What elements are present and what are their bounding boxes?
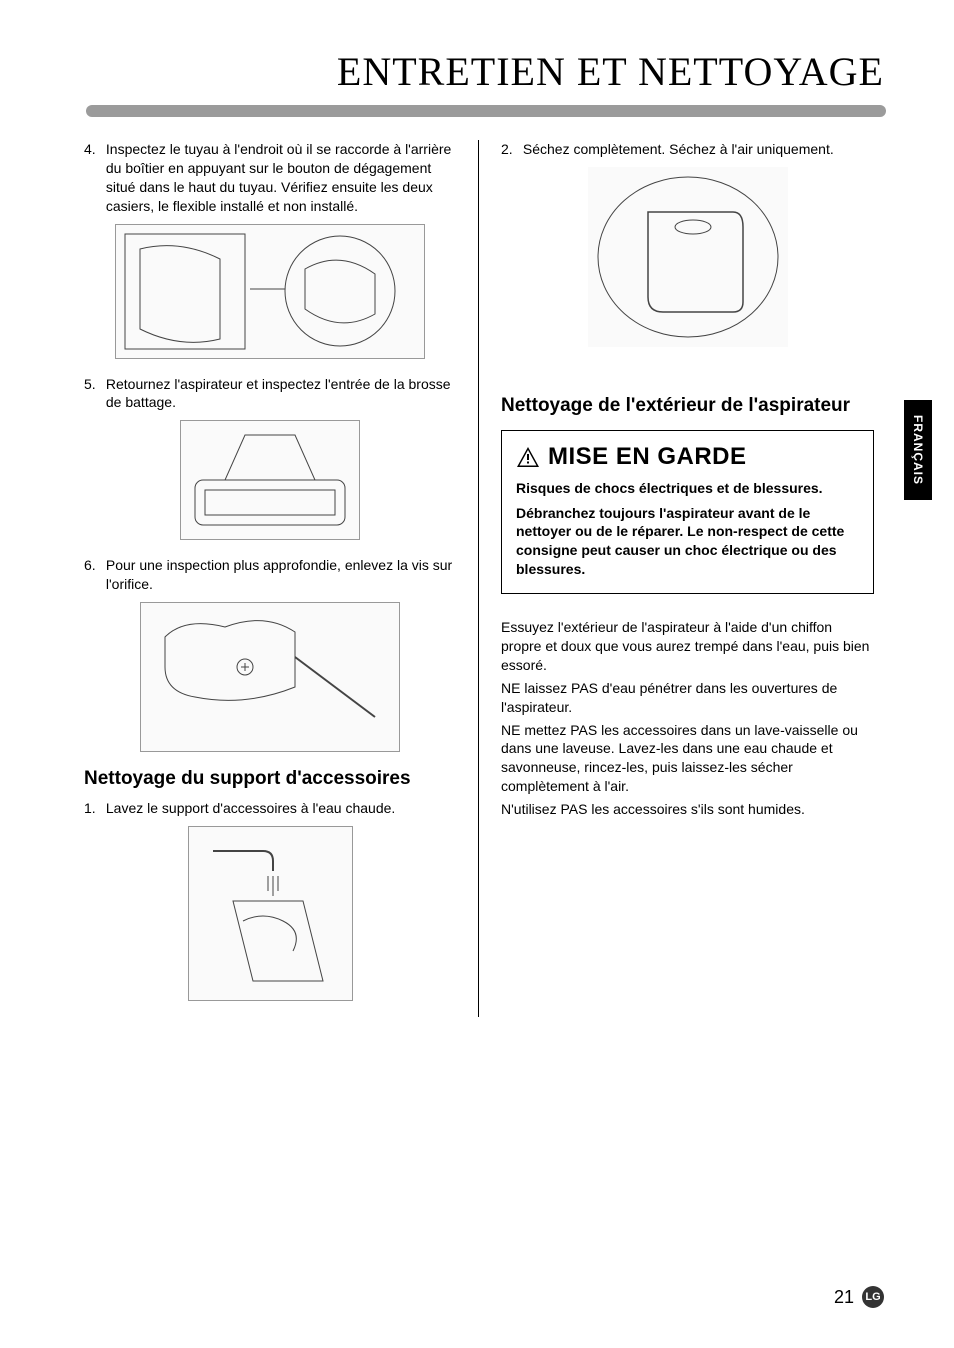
brand-badge-icon: LG (862, 1286, 884, 1308)
step-6: 6. Pour une inspection plus approfondie,… (84, 556, 456, 594)
warning-title-text: MISE EN GARDE (548, 443, 747, 471)
warning-line-1: Risques de chocs électriques et de bless… (516, 479, 859, 498)
warning-title-row: MISE EN GARDE (516, 443, 859, 471)
step-text: Pour une inspection plus approfondie, en… (106, 556, 456, 594)
page-title: ENTRETIEN ET NETTOYAGE (337, 48, 884, 95)
illustration-rinse (188, 826, 353, 1001)
step-text: Inspectez le tuyau à l'endroit où il se … (106, 140, 456, 216)
page-footer: 21 LG (834, 1286, 884, 1308)
step-number: 1. (84, 799, 102, 818)
step-4: 4. Inspectez le tuyau à l'endroit où il … (84, 140, 456, 216)
warning-triangle-icon (516, 446, 540, 468)
illustration-dry (588, 167, 788, 347)
diagram-icon (145, 607, 395, 747)
diagram-icon (193, 831, 348, 996)
illustration-hose (115, 224, 425, 359)
step-number: 5. (84, 375, 102, 394)
diagram-icon (185, 425, 355, 535)
exterior-para-2: NE laissez PAS d'eau pénétrer dans les o… (501, 679, 874, 717)
warning-body: Risques de chocs électriques et de bless… (516, 479, 859, 579)
step-text: Lavez le support d'accessoires à l'eau c… (106, 799, 456, 818)
step-number: 4. (84, 140, 102, 159)
content-columns: 4. Inspectez le tuyau à l'endroit où il … (70, 140, 888, 1017)
step-text: Retournez l'aspirateur et inspectez l'en… (106, 375, 456, 413)
language-side-tab: FRANÇAIS (904, 400, 932, 500)
step-number: 2. (501, 140, 519, 159)
section-heading-accessory-holder: Nettoyage du support d'accessoires (84, 768, 456, 791)
diagram-icon (593, 172, 783, 342)
diagram-icon (120, 229, 420, 354)
step-number: 6. (84, 556, 102, 575)
right-column: 2. Séchez complètement. Séchez à l'air u… (479, 140, 888, 1017)
exterior-para-4: N'utilisez PAS les accessoires s'ils son… (501, 800, 874, 819)
illustration-brush (180, 420, 360, 540)
dry-step-2: 2. Séchez complètement. Séchez à l'air u… (501, 140, 874, 159)
left-column: 4. Inspectez le tuyau à l'endroit où il … (70, 140, 479, 1017)
title-divider (86, 105, 886, 117)
exterior-para-3: NE mettez PAS les accessoires dans un la… (501, 721, 874, 797)
section-heading-exterior: Nettoyage de l'extérieur de l'aspirateur (501, 395, 874, 418)
illustration-screw (140, 602, 400, 752)
warning-box: MISE EN GARDE Risques de chocs électriqu… (501, 430, 874, 594)
page-number: 21 (834, 1287, 854, 1308)
support-step-1: 1. Lavez le support d'accessoires à l'ea… (84, 799, 456, 818)
step-text: Séchez complètement. Séchez à l'air uniq… (523, 140, 874, 159)
exterior-para-1: Essuyez l'extérieur de l'aspirateur à l'… (501, 618, 874, 675)
step-5: 5. Retournez l'aspirateur et inspectez l… (84, 375, 456, 413)
warning-line-2: Débranchez toujours l'aspirateur avant d… (516, 504, 859, 580)
